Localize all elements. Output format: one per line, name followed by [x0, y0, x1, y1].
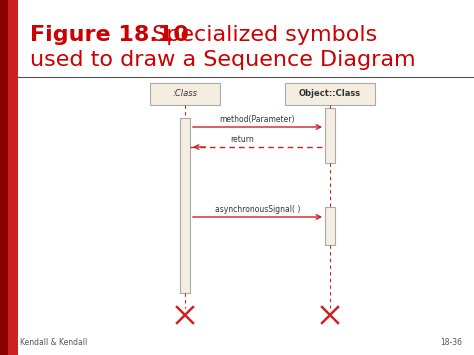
- Bar: [325, 108, 335, 163]
- Text: Object::Class: Object::Class: [299, 89, 361, 98]
- Text: method(Parameter): method(Parameter): [220, 115, 295, 124]
- Text: Figure 18.10: Figure 18.10: [30, 25, 189, 45]
- Bar: [325, 207, 335, 245]
- Text: 18-36: 18-36: [440, 338, 462, 347]
- Text: used to draw a Sequence Diagram: used to draw a Sequence Diagram: [30, 50, 416, 70]
- Text: asynchronousSignal( ): asynchronousSignal( ): [215, 205, 300, 214]
- Text: :Class: :Class: [173, 89, 198, 98]
- Bar: [285, 83, 375, 105]
- Text: Kendall & Kendall: Kendall & Kendall: [20, 338, 87, 347]
- Bar: [8, 0, 18, 355]
- Text: Specialized symbols: Specialized symbols: [145, 25, 377, 45]
- Bar: [150, 83, 220, 105]
- Text: return: return: [231, 135, 255, 144]
- Bar: [0, 0, 8, 355]
- Bar: [180, 118, 190, 293]
